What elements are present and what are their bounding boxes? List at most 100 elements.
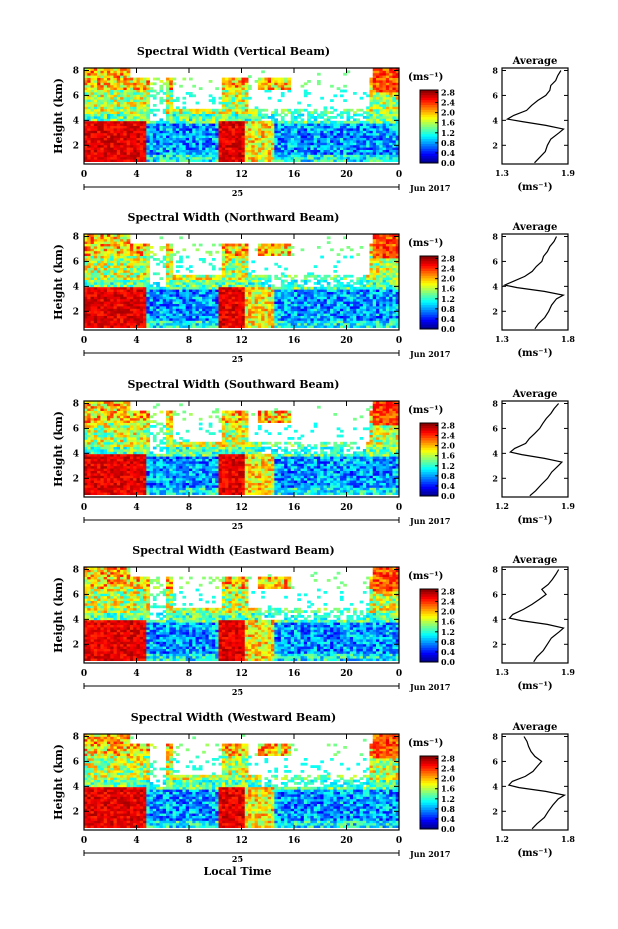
heatmap-cell — [156, 154, 160, 158]
heatmap-cell — [90, 147, 95, 150]
heatmap-cell — [241, 277, 246, 280]
heatmap-cell — [251, 142, 256, 146]
heatmap-cell — [169, 144, 173, 148]
heatmap-cell — [376, 96, 380, 100]
heatmap-cell — [129, 125, 134, 129]
heatmap-cell — [290, 123, 295, 126]
heatmap-cell — [376, 94, 380, 98]
heatmap-cell — [198, 152, 203, 155]
heatmap-cell — [185, 135, 190, 138]
heatmap-cell — [120, 318, 124, 321]
heatmap-cell — [133, 108, 137, 112]
heatmap-cell — [267, 298, 272, 302]
heatmap-cell — [113, 70, 118, 74]
heatmap-cell — [192, 94, 196, 98]
heatmap-cell — [149, 156, 154, 160]
heatmap-cell — [90, 306, 95, 309]
heatmap-cell — [116, 120, 121, 124]
heatmap-cell — [359, 152, 364, 155]
heatmap-cell — [326, 313, 331, 316]
heatmap-cell — [129, 77, 134, 81]
heatmap-cell — [261, 243, 265, 247]
heatmap-cell — [113, 144, 118, 148]
heatmap-cell — [87, 137, 91, 141]
heatmap-cell — [215, 123, 219, 126]
heatmap-cell — [225, 255, 229, 259]
heatmap-cell — [300, 301, 305, 304]
heatmap-cell — [225, 111, 229, 114]
heatmap-cell — [290, 149, 295, 153]
heatmap-cell — [310, 310, 315, 314]
heatmap-cell — [313, 291, 318, 295]
heatmap-cell — [136, 298, 141, 302]
heatmap-cell — [143, 135, 147, 138]
heatmap-cell — [297, 296, 301, 300]
heatmap-cell — [97, 234, 101, 237]
heatmap-cell — [228, 267, 233, 271]
heatmap-cell — [254, 159, 259, 162]
heatmap-cell — [333, 130, 338, 134]
heatmap-cell — [228, 246, 233, 249]
heatmap-cell — [372, 104, 377, 107]
heatmap-cell — [87, 149, 91, 153]
heatmap-cell — [244, 80, 249, 83]
heatmap-cell — [192, 313, 196, 316]
heatmap-cell — [231, 137, 236, 141]
heatmap-cell — [116, 298, 121, 302]
heatmap-cell — [277, 286, 282, 290]
heatmap-cell — [277, 125, 282, 129]
heatmap-cell — [225, 262, 229, 266]
heatmap-cell — [313, 140, 318, 143]
heatmap-cell — [326, 140, 331, 143]
x-tick-label: 0 — [396, 170, 402, 180]
heatmap-cell — [297, 284, 301, 288]
heatmap-cell — [356, 130, 361, 134]
heatmap-cell — [120, 113, 124, 117]
heatmap-cell — [198, 87, 203, 90]
heatmap-cell — [100, 96, 105, 100]
heatmap-cell — [221, 135, 226, 138]
heatmap-cell — [300, 303, 305, 307]
heatmap-cell — [129, 306, 134, 309]
heatmap-cell — [218, 306, 223, 309]
heatmap-cell — [87, 156, 91, 160]
heatmap-cell — [241, 250, 246, 254]
heatmap-cell — [195, 152, 200, 155]
heatmap-cell — [195, 123, 200, 126]
heatmap-cell — [182, 294, 187, 297]
heatmap-cell — [84, 298, 88, 302]
heatmap-cell — [136, 270, 141, 273]
heatmap-cell — [382, 99, 387, 102]
heatmap-cell — [182, 154, 187, 158]
heatmap-cell — [189, 265, 193, 268]
heatmap-cell — [195, 130, 200, 134]
heatmap-cell — [244, 306, 249, 309]
heatmap-cell — [376, 70, 380, 74]
heatmap-cell — [185, 310, 190, 314]
heatmap-cell — [113, 308, 118, 312]
heatmap-cell — [241, 142, 246, 146]
heatmap-cell — [195, 128, 200, 131]
heatmap-cell — [257, 310, 262, 314]
heatmap-cell — [110, 132, 114, 136]
heatmap-cell — [113, 111, 118, 114]
heatmap-cell — [185, 301, 190, 304]
heatmap-cell — [248, 144, 252, 148]
heatmap-cell — [123, 234, 128, 237]
heatmap-cell — [113, 325, 118, 328]
heatmap-cell — [182, 147, 187, 150]
colorbar-segment — [420, 92, 438, 96]
heatmap-cell — [156, 156, 160, 160]
heatmap-cell — [103, 128, 108, 131]
heatmap-cell — [264, 306, 269, 309]
heatmap-cell — [303, 125, 308, 129]
heatmap-cell — [84, 92, 88, 95]
heatmap-cell — [175, 152, 180, 155]
heatmap-cell — [313, 156, 318, 160]
heatmap-cell — [123, 320, 128, 324]
heatmap-cell — [146, 286, 151, 290]
heatmap-cell — [182, 296, 187, 300]
heatmap-cell — [93, 294, 98, 297]
heatmap-cell — [146, 243, 151, 247]
heatmap-cell — [211, 298, 216, 302]
